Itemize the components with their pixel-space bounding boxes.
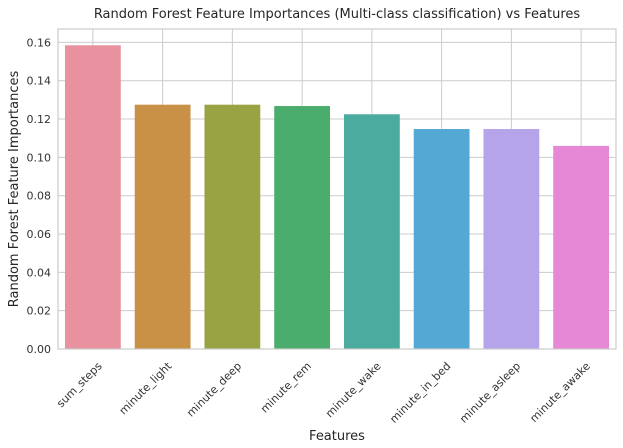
y-tick-label: 0.12 xyxy=(27,113,52,126)
bar-sum-steps xyxy=(64,45,121,350)
y-tick-label: 0.06 xyxy=(27,228,52,241)
x-axis-label: Features xyxy=(309,429,365,444)
x-tick-labels: sum_steps minute_light minute_deep minute_r… xyxy=(54,359,593,426)
y-tick-labels: 0.00 0.02 0.04 0.06 0.08 0.10 0.12 0.14 0.16 xyxy=(27,36,52,356)
y-tick-label: 0.00 xyxy=(27,343,52,356)
y-axis-label: Random Forest Feature Importances xyxy=(7,71,22,308)
plot-frame xyxy=(57,28,617,350)
x-tick-label: minute_asleep xyxy=(457,360,523,426)
chart-title: Random Forest Feature Importances (Multi… xyxy=(94,7,581,22)
y-tick-label: 0.10 xyxy=(27,151,52,164)
y-tick-label: 0.16 xyxy=(27,36,52,49)
x-tick-label: sum_steps xyxy=(54,359,105,410)
y-tick-label: 0.08 xyxy=(27,190,52,203)
y-tick-label: 0.04 xyxy=(27,266,52,279)
bar-minute-wake xyxy=(343,114,400,349)
bar-minute-in-bed xyxy=(413,129,470,349)
x-tick-label: minute_deep xyxy=(184,360,244,420)
x-tick-label: minute_in_bed xyxy=(387,360,453,426)
x-tick-label: minute_wake xyxy=(323,359,384,420)
bar-minute-awake xyxy=(553,145,610,349)
bar-minute-asleep xyxy=(483,129,540,349)
bar-minute-deep xyxy=(204,104,261,349)
bar-minute-rem xyxy=(274,106,331,349)
x-tick-label: minute_light xyxy=(117,359,175,417)
y-tick-label: 0.02 xyxy=(27,305,52,318)
x-tick-label: minute_awake xyxy=(527,359,593,425)
bar-minute-light xyxy=(134,104,191,349)
y-tick-label: 0.14 xyxy=(27,75,52,88)
x-tick-label: minute_rem xyxy=(258,360,314,416)
bars xyxy=(64,45,610,350)
